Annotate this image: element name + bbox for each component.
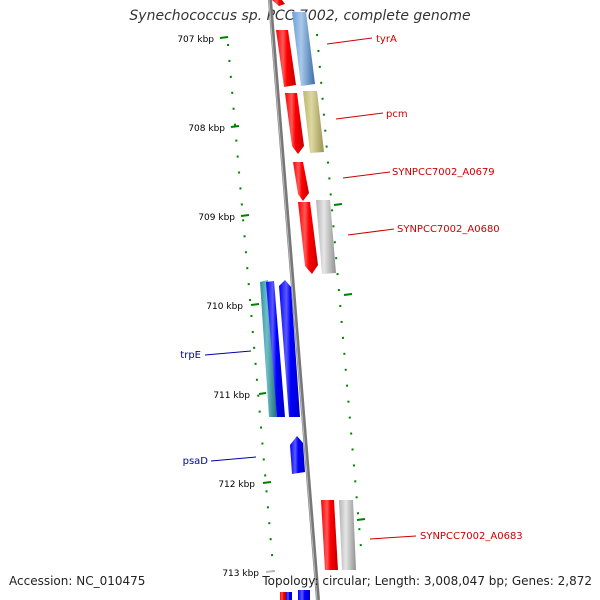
gene-tyrA[interactable] bbox=[272, 0, 315, 87]
gene-a0680[interactable] bbox=[298, 200, 336, 274]
gene-psaD[interactable] bbox=[290, 436, 305, 474]
gene-bottom-fragment bbox=[280, 590, 310, 600]
scale-label: 710 kbp bbox=[206, 302, 243, 312]
genome-backbone-highlight bbox=[268, 0, 318, 600]
genome-backbone bbox=[268, 0, 320, 600]
scale-label: 708 kbp bbox=[188, 124, 225, 134]
a0679-leader bbox=[342, 171, 391, 179]
trpE-label[interactable]: trpE bbox=[180, 350, 201, 361]
gene-a0679[interactable] bbox=[293, 162, 309, 201]
a0680-leader bbox=[347, 228, 395, 236]
psaD-label[interactable]: psaD bbox=[183, 456, 209, 467]
psaD-leader bbox=[210, 456, 257, 462]
tyrA-label[interactable]: tyrA bbox=[376, 34, 397, 45]
pcm-leader bbox=[335, 112, 384, 120]
a0683-leader bbox=[369, 535, 417, 540]
a0683-label[interactable]: SYNPCC7002_A0683 bbox=[420, 531, 523, 542]
gene-a0683[interactable] bbox=[321, 500, 356, 570]
scale-ticks bbox=[219, 36, 366, 573]
accession-text: Accession: NC_010475 bbox=[9, 574, 146, 588]
a0680-label[interactable]: SYNPCC7002_A0680 bbox=[397, 224, 500, 235]
trpE-leader bbox=[204, 350, 252, 356]
a0679-label[interactable]: SYNPCC7002_A0679 bbox=[392, 167, 495, 178]
scale-label: 707 kbp bbox=[177, 35, 214, 45]
pcm-label[interactable]: pcm bbox=[386, 109, 408, 120]
tyrA-leader bbox=[326, 37, 373, 45]
gene-pcm[interactable] bbox=[285, 91, 324, 154]
gene-trpE[interactable] bbox=[260, 280, 300, 417]
scale-label: 712 kbp bbox=[218, 480, 255, 490]
scale-label: 713 kbp bbox=[222, 569, 259, 579]
scale-label: 709 kbp bbox=[198, 213, 235, 223]
scale-label: 711 kbp bbox=[213, 391, 250, 401]
topology-text: Topology: circular; Length: 3,008,047 bp… bbox=[262, 574, 592, 588]
